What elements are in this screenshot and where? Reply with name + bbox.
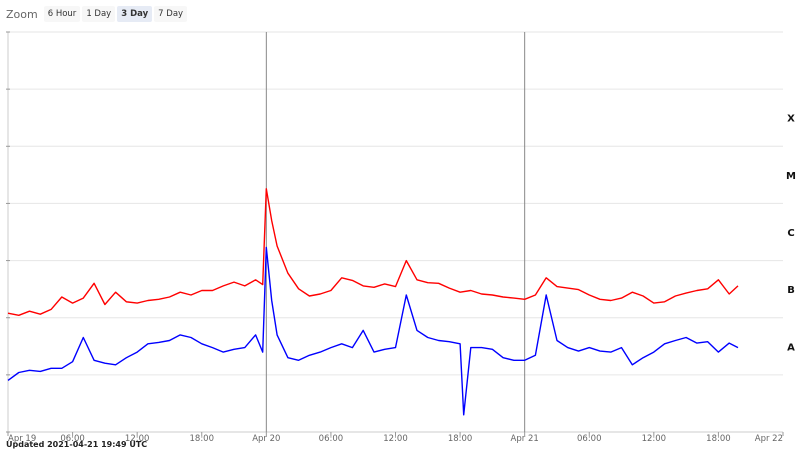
x-tick-label: Apr 22 <box>755 434 783 444</box>
axis-ticks <box>6 31 784 436</box>
x-tick-label: 06:00 <box>319 434 344 444</box>
flare-class-label: B <box>787 285 795 296</box>
zoom-7-day-button[interactable]: 7 Day <box>154 6 188 22</box>
series-line-1 <box>7 246 739 416</box>
axis-labels: Apr 19 06:00 12:00 18:00 Apr 20 06:00 12:00 18:… <box>8 114 796 444</box>
flare-class-label: M <box>786 171 796 182</box>
x-tick-label: 12:00 <box>125 434 150 444</box>
x-tick-label: 18:00 <box>190 434 215 444</box>
flare-class-label: C <box>787 228 794 239</box>
x-tick-label: 06:00 <box>60 434 85 444</box>
flare-class-label: X <box>787 114 795 125</box>
zoom-bar: Zoom 6 Hour 1 Day 3 Day 7 Day <box>6 6 188 22</box>
x-tick-label: Apr 20 <box>252 434 280 444</box>
zoom-1-day-button[interactable]: 1 Day <box>82 6 116 22</box>
x-tick-label: 12:00 <box>642 434 667 444</box>
x-tick-label: 06:00 <box>577 434 602 444</box>
x-tick-label: 18:00 <box>448 434 473 444</box>
zoom-6-hour-button[interactable]: 6 Hour <box>43 6 81 22</box>
zoom-3-day-button[interactable]: 3 Day <box>117 6 153 22</box>
flare-class-label: A <box>787 342 795 353</box>
series-line-0 <box>7 188 739 316</box>
x-tick-label: 12:00 <box>383 434 408 444</box>
series-layer <box>7 188 739 416</box>
updated-timestamp: Updated 2021-04-21 19:49 UTC <box>6 440 148 449</box>
x-tick-label: 18:00 <box>706 434 731 444</box>
x-tick-label: Apr 19 <box>8 434 36 444</box>
x-tick-label: Apr 21 <box>511 434 539 444</box>
zoom-label: Zoom <box>6 7 38 21</box>
gridlines <box>7 31 783 433</box>
